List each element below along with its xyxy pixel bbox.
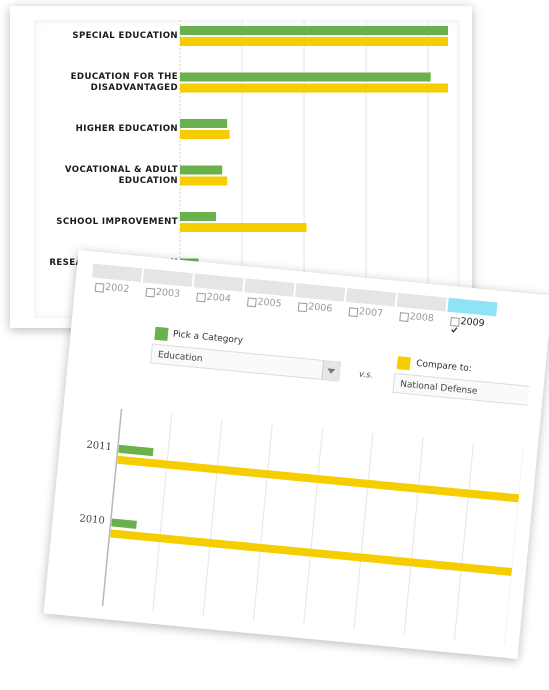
compare-picker-label: Compare to: xyxy=(415,358,473,375)
category-picker-label: Pick a Category xyxy=(172,329,244,347)
year-tab-bar xyxy=(295,283,346,302)
category-label: SPECIAL EDUCATION xyxy=(34,31,178,42)
year-label: 2009 xyxy=(459,315,486,330)
year-checkbox[interactable] xyxy=(196,292,207,303)
compare-swatch xyxy=(396,356,411,371)
year-row-label: 2011 xyxy=(86,440,112,453)
year-checkbox[interactable] xyxy=(348,307,359,318)
year-checkbox[interactable] xyxy=(297,302,308,313)
year-tab-bar xyxy=(142,268,193,288)
year-tab-2005[interactable]: 2005 xyxy=(242,278,295,323)
grid-line xyxy=(504,447,524,645)
bar xyxy=(180,212,216,221)
year-label: 2006 xyxy=(307,301,333,315)
year-tab-bar xyxy=(345,287,396,307)
year-row-label: 2010 xyxy=(79,513,105,526)
year-checkbox[interactable] xyxy=(399,312,410,322)
year-comparison-chart: 2011 2010 xyxy=(79,408,524,645)
checkmark-icon xyxy=(451,327,458,333)
category-label-line: EDUCATION xyxy=(118,175,178,186)
vs-label: v.s. xyxy=(358,369,374,381)
compare-select[interactable]: National Defense xyxy=(392,372,538,408)
year-label: 2004 xyxy=(206,291,232,305)
category-swatch xyxy=(154,326,169,341)
compare-select-value: National Defense xyxy=(399,379,478,397)
year-tab-2006[interactable]: 2006 xyxy=(293,283,346,328)
year-tab-bar xyxy=(193,273,244,292)
year-tab-bar xyxy=(244,278,295,297)
bar xyxy=(117,455,521,503)
year-label: 2003 xyxy=(155,286,181,300)
year-label: 2007 xyxy=(358,306,384,320)
year-checkbox[interactable] xyxy=(450,317,460,333)
year-checkbox[interactable] xyxy=(246,297,257,308)
bar xyxy=(180,165,223,175)
comparison-widget: 2002 2003 2004 2005 2006 2007 2008 2009 Pick a … xyxy=(59,263,538,645)
year-tab-bar xyxy=(447,297,498,317)
bar xyxy=(180,223,307,232)
year-tab-2003[interactable]: 2003 xyxy=(140,268,193,313)
front-comparison-card: 2002 2003 2004 2005 2006 2007 2008 2009 Pick a … xyxy=(43,250,549,659)
year-tab-2008[interactable]: 2008 xyxy=(394,292,447,338)
grid-line xyxy=(202,418,223,616)
bar xyxy=(180,72,431,82)
bar xyxy=(180,130,230,139)
year-tab-bar xyxy=(396,292,447,312)
bar xyxy=(118,444,154,457)
chevron-down-icon[interactable] xyxy=(321,360,341,381)
year-checkbox[interactable] xyxy=(94,282,105,293)
category-label: VOCATIONAL & ADULT EDUCATION xyxy=(34,165,178,187)
bar xyxy=(180,176,228,186)
category-label-line: SPECIAL EDUCATION xyxy=(72,31,178,41)
grid-line xyxy=(252,423,273,621)
year-tab-2002[interactable]: 2002 xyxy=(90,263,143,309)
grid-line xyxy=(152,413,173,611)
category-label: HIGHER EDUCATION xyxy=(34,124,178,135)
year-tab-bar xyxy=(92,263,143,283)
category-select[interactable]: Education xyxy=(150,343,342,382)
bar xyxy=(110,529,514,577)
bar xyxy=(180,83,448,93)
grid-line xyxy=(353,433,374,631)
category-select-value: Education xyxy=(157,350,203,365)
bar xyxy=(180,37,448,46)
category-label-line: SCHOOL IMPROVEMENT xyxy=(56,217,178,227)
bar xyxy=(180,26,448,35)
year-tab-2004[interactable]: 2004 xyxy=(191,273,244,318)
year-label: 2008 xyxy=(409,311,435,325)
category-label: EDUCATION FOR THE DISADVANTAGED xyxy=(34,72,178,94)
grid-line xyxy=(403,437,424,636)
category-label-line: HIGHER EDUCATION xyxy=(75,124,178,134)
year-checkbox[interactable] xyxy=(145,287,156,298)
year-selector: 2002 2003 2004 2005 2006 2007 2008 2009 xyxy=(87,263,537,348)
year-label: 2002 xyxy=(104,281,130,296)
bar xyxy=(111,518,137,529)
bar xyxy=(180,119,228,128)
grid-line xyxy=(453,442,474,640)
back-chart-card: SPECIAL EDUCATION EDUCATION FOR THE DISADV… xyxy=(10,6,472,328)
year-tab-2007[interactable]: 2007 xyxy=(343,287,396,333)
year-label: 2005 xyxy=(256,296,283,310)
y-axis-line xyxy=(101,408,123,607)
year-tab-2009[interactable]: 2009 xyxy=(445,297,498,343)
category-label-line: EDUCATION FOR THE xyxy=(70,71,178,82)
grid-line xyxy=(303,428,324,626)
category-label: SCHOOL IMPROVEMENT xyxy=(34,217,178,228)
category-label-line: VOCATIONAL & ADULT xyxy=(64,164,178,175)
category-label-line: DISADVANTAGED xyxy=(90,82,178,93)
